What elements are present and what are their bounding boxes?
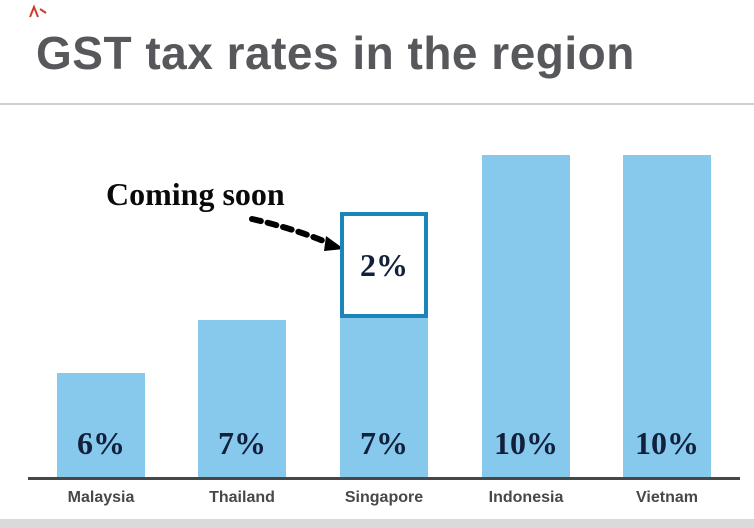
bar-value-label: 10% xyxy=(635,425,699,461)
coming-soon-box: 2% xyxy=(340,212,428,318)
x-label-singapore: Singapore xyxy=(344,489,424,506)
chart-title: GST tax rates in the region xyxy=(36,27,635,79)
bar-value-label: 7% xyxy=(218,425,266,461)
coming-soon-annotation: Coming soon xyxy=(106,176,285,212)
x-axis-line xyxy=(28,477,740,480)
bar-indonesia: 10% xyxy=(482,155,570,480)
bar-value-label: 10% xyxy=(494,425,558,461)
bottom-strip xyxy=(0,519,754,528)
x-label-thailand: Thailand xyxy=(209,489,275,506)
bar-vietnam: 10% xyxy=(623,155,711,480)
bar-value-label: 7% xyxy=(360,425,408,461)
bar-malaysia: 6% xyxy=(57,373,145,480)
x-label-malaysia: Malaysia xyxy=(67,489,135,506)
bar-value-label: 6% xyxy=(77,425,125,461)
bar-singapore: 7% xyxy=(340,318,428,480)
bar-thailand: 7% xyxy=(198,320,286,480)
title-divider xyxy=(0,103,754,105)
x-label-vietnam: Vietnam xyxy=(636,489,698,506)
x-label-indonesia: Indonesia xyxy=(488,489,564,506)
coming-soon-box-label: 2% xyxy=(360,246,408,283)
corner-artifact xyxy=(29,4,47,18)
